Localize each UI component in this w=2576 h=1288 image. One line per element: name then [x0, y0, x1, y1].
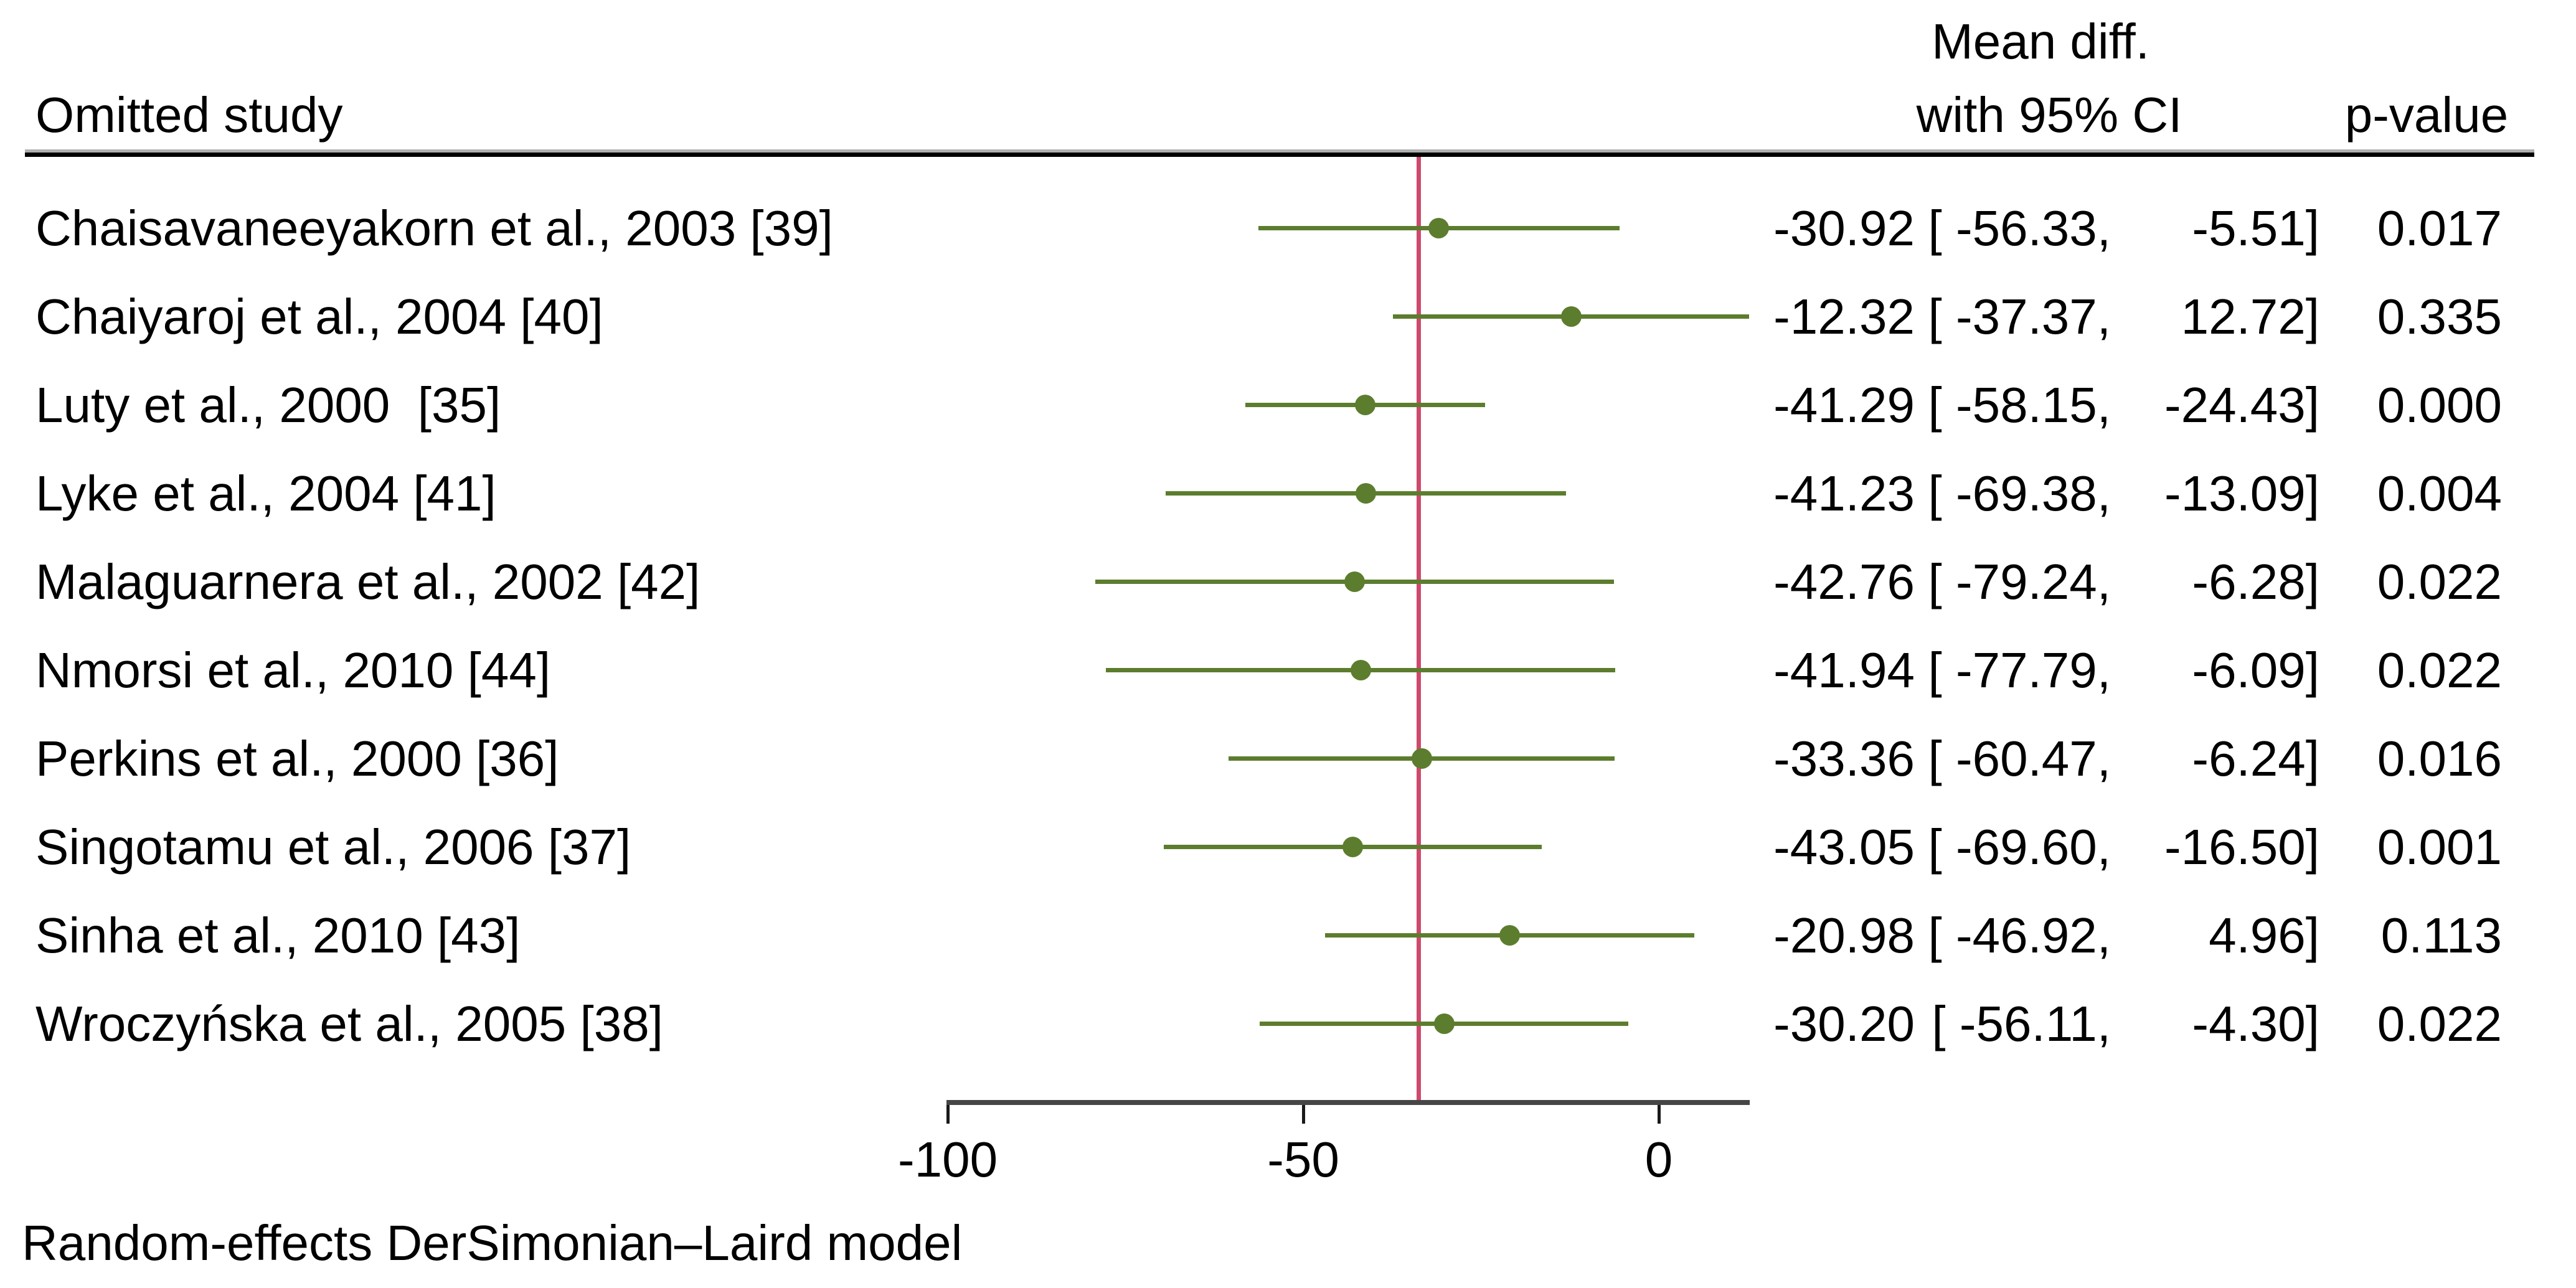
ci-upper: 4.96] — [2209, 908, 2319, 963]
point-estimate-marker — [1428, 218, 1450, 238]
study-label: Wroczyńska et al., 2005 [38] — [35, 996, 663, 1051]
ci-lower: [ -56.33, — [1928, 200, 2111, 256]
p-value: 0.016 — [2377, 731, 2502, 786]
ci-upper: -6.09] — [2192, 642, 2319, 698]
forest-row: Wroczyńska et al., 2005 [38] -30.20 [ -5… — [0, 990, 2576, 1058]
x-axis-line — [946, 1100, 1750, 1105]
ci-lower: [ -56.11, — [1932, 996, 2111, 1051]
mean-value: -42.76 — [1773, 554, 1915, 609]
model-footnote: Random-effects DerSimonian–Laird model — [22, 1215, 963, 1271]
column-header-p-value: p-value — [2344, 87, 2509, 143]
mean-value: -41.94 — [1773, 642, 1915, 698]
mean-value: -41.29 — [1773, 377, 1915, 433]
header-rule-highlight — [25, 149, 2534, 153]
p-value: 0.004 — [2377, 466, 2502, 521]
study-label: Perkins et al., 2000 [36] — [35, 731, 559, 786]
mean-value: -30.92 — [1773, 200, 1915, 256]
p-value: 0.022 — [2377, 996, 2502, 1051]
study-label: Luty et al., 2000 [35] — [35, 377, 501, 433]
p-value: 0.001 — [2377, 819, 2502, 875]
ci-lower: [ -37.37, — [1928, 289, 2111, 344]
forest-row: Malaguarnera et al., 2002 [42] -42.76 [ … — [0, 548, 2576, 616]
axis-tick — [946, 1105, 950, 1124]
ci-upper: -24.43] — [2164, 377, 2319, 433]
forest-row: Lyke et al., 2004 [41] -41.23 [ -69.38, … — [0, 459, 2576, 528]
point-estimate-marker — [1433, 1013, 1455, 1034]
forest-row: Singotamu et al., 2006 [37] -43.05 [ -69… — [0, 813, 2576, 881]
forest-row: Luty et al., 2000 [35] -41.29 [ -58.15, … — [0, 371, 2576, 440]
ci-lower: [ -77.79, — [1928, 642, 2111, 698]
point-estimate-marker — [1411, 748, 1432, 769]
ci-upper: 12.72] — [2181, 289, 2319, 344]
axis-tick-label: -50 — [1267, 1132, 1339, 1187]
point-estimate-marker — [1355, 483, 1376, 504]
axis-tick-label: 0 — [1644, 1132, 1673, 1187]
ci-upper: -6.24] — [2192, 731, 2319, 786]
mean-value: -41.23 — [1773, 466, 1915, 521]
forest-row: Sinha et al., 2010 [43] -20.98 [ -46.92,… — [0, 901, 2576, 970]
point-estimate-marker — [1560, 306, 1582, 327]
axis-tick-label: -100 — [897, 1132, 998, 1187]
forest-row: Chaiyaroj et al., 2004 [40] -12.32 [ -37… — [0, 283, 2576, 351]
overall-estimate-reference-line — [1416, 157, 1421, 1100]
ci-upper: -5.51] — [2192, 200, 2319, 256]
p-value: 0.017 — [2377, 200, 2502, 256]
ci-upper: -4.30] — [2192, 996, 2319, 1051]
mean-value: -33.36 — [1773, 731, 1915, 786]
point-estimate-marker — [1344, 571, 1366, 592]
point-estimate-marker — [1499, 925, 1520, 946]
ci-lower: [ -69.38, — [1928, 466, 2111, 521]
ci-lower: [ -60.47, — [1928, 731, 2111, 786]
study-label: Chaiyaroj et al., 2004 [40] — [35, 289, 603, 344]
point-estimate-marker — [1354, 395, 1375, 415]
forest-row: Perkins et al., 2000 [36] -33.36 [ -60.4… — [0, 725, 2576, 793]
ci-lower: [ -58.15, — [1928, 377, 2111, 433]
header-rule — [25, 153, 2534, 157]
study-label: Chaisavaneeyakorn et al., 2003 [39] — [35, 200, 833, 256]
p-value: 0.113 — [2380, 908, 2502, 963]
column-header-mean-diff: Mean diff. — [1932, 14, 2149, 69]
study-label: Nmorsi et al., 2010 [44] — [35, 642, 551, 698]
study-label: Sinha et al., 2010 [43] — [35, 908, 521, 963]
mean-value: -20.98 — [1773, 908, 1915, 963]
study-label: Malaguarnera et al., 2002 [42] — [35, 554, 701, 609]
p-value: 0.000 — [2377, 377, 2502, 433]
study-label: Lyke et al., 2004 [41] — [35, 466, 496, 521]
ci-upper: -16.50] — [2164, 819, 2319, 875]
point-estimate-marker — [1342, 837, 1363, 857]
ci-upper: -13.09] — [2164, 466, 2319, 521]
ci-lower: [ -79.24, — [1928, 554, 2111, 609]
forest-row: Nmorsi et al., 2010 [44] -41.94 [ -77.79… — [0, 636, 2576, 705]
mean-value: -12.32 — [1773, 289, 1915, 344]
ci-lower: [ -69.60, — [1928, 819, 2111, 875]
forest-row: Chaisavaneeyakorn et al., 2003 [39] -30.… — [0, 194, 2576, 263]
mean-value: -30.20 — [1773, 996, 1915, 1051]
p-value: 0.022 — [2377, 642, 2502, 698]
column-header-with-95-ci: with 95% CI — [1916, 87, 2182, 143]
point-estimate-marker — [1350, 660, 1371, 680]
axis-tick — [1657, 1105, 1661, 1124]
ci-upper: -6.28] — [2192, 554, 2319, 609]
mean-value: -43.05 — [1773, 819, 1915, 875]
axis-tick — [1301, 1105, 1305, 1124]
ci-lower: [ -46.92, — [1928, 908, 2111, 963]
p-value: 0.335 — [2377, 289, 2502, 344]
study-label: Singotamu et al., 2006 [37] — [35, 819, 631, 875]
column-header-omitted-study: Omitted study — [35, 87, 343, 143]
p-value: 0.022 — [2377, 554, 2502, 609]
